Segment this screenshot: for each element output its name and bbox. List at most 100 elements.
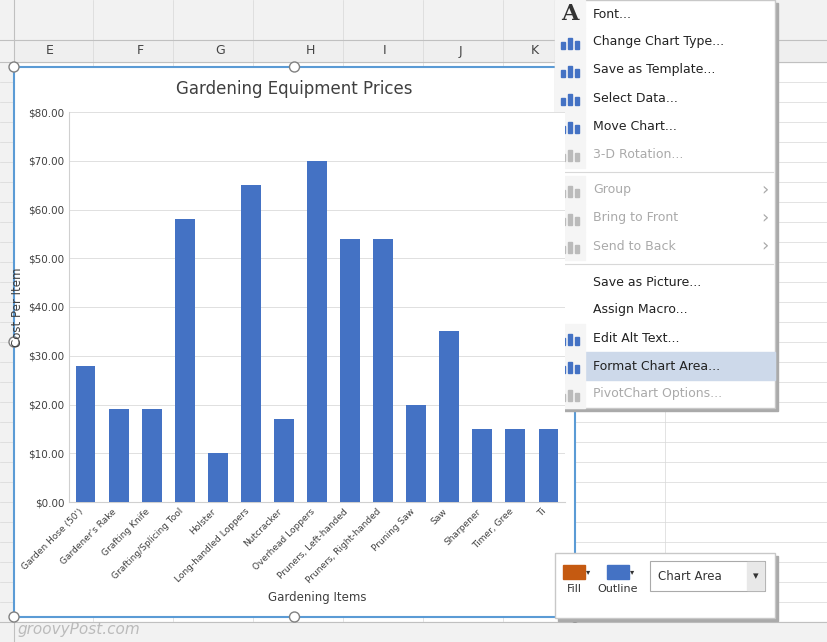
Bar	[14, 67, 575, 617]
Bar	[538, 429, 558, 502]
Circle shape	[570, 62, 580, 72]
Bar	[568, 214, 572, 225]
Bar	[439, 331, 459, 502]
Bar	[568, 186, 572, 197]
Text: Outline: Outline	[598, 584, 638, 594]
Bar	[561, 42, 565, 49]
Text: G: G	[215, 44, 225, 58]
Bar	[568, 362, 572, 373]
Bar	[555, 553, 775, 618]
Bar	[555, 232, 585, 260]
Bar	[561, 98, 565, 105]
Text: Font...: Font...	[593, 8, 632, 21]
Text: I: I	[383, 44, 387, 58]
Bar	[568, 334, 572, 345]
Bar	[0, 40, 827, 62]
Text: Change Chart Type...: Change Chart Type...	[593, 35, 724, 49]
Circle shape	[9, 612, 19, 622]
Text: Format Chart Area...: Format Chart Area...	[593, 360, 720, 372]
Bar	[406, 404, 426, 502]
Bar	[568, 150, 572, 161]
Text: ▾: ▾	[753, 571, 759, 581]
Bar	[568, 242, 572, 253]
Text: ▾: ▾	[586, 568, 590, 577]
Bar	[555, 140, 585, 168]
Circle shape	[289, 62, 299, 72]
Bar	[555, 324, 585, 352]
Bar	[208, 453, 227, 502]
Bar	[575, 245, 579, 253]
Text: ›: ›	[762, 237, 768, 255]
Bar	[561, 154, 565, 161]
Bar	[555, 176, 585, 204]
X-axis label: Gardening Items: Gardening Items	[268, 591, 366, 603]
Bar	[555, 204, 585, 232]
Text: E: E	[46, 44, 54, 58]
Bar	[568, 122, 572, 133]
Text: Save as Template...: Save as Template...	[593, 64, 715, 76]
Bar	[575, 125, 579, 133]
Bar	[575, 336, 579, 345]
Bar	[75, 365, 95, 502]
Bar	[568, 390, 572, 401]
Bar	[563, 565, 585, 579]
Bar	[340, 239, 360, 502]
Text: Group: Group	[593, 184, 631, 196]
Y-axis label: Cost Per Item: Cost Per Item	[11, 267, 24, 347]
Circle shape	[9, 62, 19, 72]
Text: groovyPost.com: groovyPost.com	[18, 622, 141, 637]
Text: Edit Alt Text...: Edit Alt Text...	[593, 331, 680, 345]
Text: H: H	[305, 44, 315, 58]
Bar	[607, 565, 629, 579]
Text: Select Data...: Select Data...	[593, 92, 678, 105]
Bar	[575, 40, 579, 49]
Bar	[575, 365, 579, 373]
Bar	[575, 393, 579, 401]
Bar	[568, 94, 572, 105]
Bar	[575, 189, 579, 197]
Bar	[561, 366, 565, 373]
Bar	[0, 0, 827, 40]
Text: F: F	[136, 44, 144, 58]
Bar	[472, 429, 492, 502]
Text: Chart Area: Chart Area	[658, 569, 722, 582]
Text: A: A	[562, 3, 579, 25]
Bar	[561, 338, 565, 345]
Bar	[650, 561, 765, 591]
Bar	[561, 190, 565, 197]
Text: Assign Macro...: Assign Macro...	[593, 304, 687, 317]
Bar	[141, 410, 161, 502]
Text: Save as Picture...: Save as Picture...	[593, 275, 701, 288]
Bar	[555, 56, 585, 84]
Bar	[307, 160, 327, 502]
Bar	[561, 394, 565, 401]
Text: ›: ›	[762, 181, 768, 199]
Bar	[575, 216, 579, 225]
Bar	[558, 3, 778, 411]
Bar	[555, 352, 775, 380]
Bar	[561, 246, 565, 253]
Bar	[575, 96, 579, 105]
Bar	[575, 69, 579, 77]
Text: N: N	[615, 44, 624, 58]
Bar	[241, 185, 261, 502]
Circle shape	[570, 337, 580, 347]
Bar	[558, 556, 778, 621]
Bar	[108, 410, 128, 502]
Bar	[575, 153, 579, 161]
Text: PivotChart Options...: PivotChart Options...	[593, 388, 722, 401]
Bar	[373, 239, 393, 502]
Bar	[568, 38, 572, 49]
Circle shape	[9, 337, 19, 347]
Bar	[747, 562, 764, 590]
Bar	[0, 622, 827, 642]
Bar	[505, 429, 525, 502]
Bar	[555, 0, 585, 28]
Text: Bring to Front: Bring to Front	[593, 211, 678, 225]
Bar	[0, 0, 14, 642]
Text: 3-D Rotation...: 3-D Rotation...	[593, 148, 683, 160]
Bar	[568, 65, 572, 77]
Text: Move Chart...: Move Chart...	[593, 119, 676, 132]
Bar	[555, 112, 585, 140]
Bar	[555, 380, 585, 408]
